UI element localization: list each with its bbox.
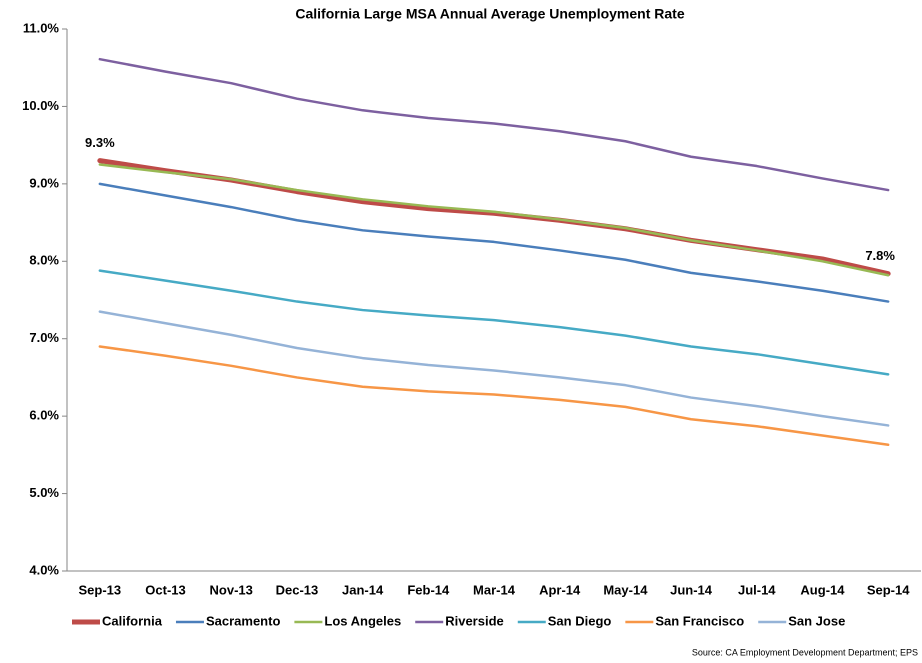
data-label: 9.3% [85, 135, 115, 150]
legend-label: Los Angeles [324, 613, 401, 628]
x-tick-label: Apr-14 [539, 582, 581, 597]
series-line [98, 57, 890, 192]
x-tick-label: May-14 [603, 582, 648, 597]
legend-label: San Diego [548, 613, 612, 628]
legend-label: Riverside [445, 613, 504, 628]
x-tick-label: Jun-14 [670, 582, 713, 597]
chart-title: California Large MSA Annual Average Unem… [295, 6, 684, 22]
legend-label: Sacramento [206, 613, 280, 628]
y-tick-label: 6.0% [29, 408, 59, 423]
x-tick-label: Feb-14 [407, 582, 450, 597]
legend-label: California [102, 613, 163, 628]
x-tick-label: Jul-14 [738, 582, 776, 597]
x-tick-label: Sep-13 [79, 582, 122, 597]
series-line [98, 310, 890, 427]
y-tick-label: 11.0% [23, 20, 60, 35]
series-line [98, 182, 890, 303]
y-tick-label: 9.0% [29, 175, 59, 190]
legend-label: San Francisco [655, 613, 744, 628]
legend-label: San Jose [788, 613, 845, 628]
y-tick-label: 10.0% [22, 98, 59, 113]
x-tick-label: Sep-14 [867, 582, 910, 597]
x-tick-label: Nov-13 [210, 582, 253, 597]
x-tick-label: Aug-14 [800, 582, 845, 597]
y-tick-label: 4.0% [29, 562, 59, 577]
series-line [98, 269, 890, 376]
source-note: Source: CA Employment Development Depart… [692, 647, 918, 657]
x-tick-label: Jan-14 [342, 582, 384, 597]
series-line [98, 163, 890, 277]
y-tick-label: 5.0% [29, 485, 59, 500]
y-tick-label: 7.0% [29, 330, 59, 345]
y-tick-label: 8.0% [29, 253, 59, 268]
data-label: 7.8% [865, 248, 895, 263]
x-tick-label: Dec-13 [276, 582, 319, 597]
x-tick-label: Mar-14 [473, 582, 516, 597]
series-line [98, 345, 890, 447]
x-tick-label: Oct-13 [145, 582, 185, 597]
